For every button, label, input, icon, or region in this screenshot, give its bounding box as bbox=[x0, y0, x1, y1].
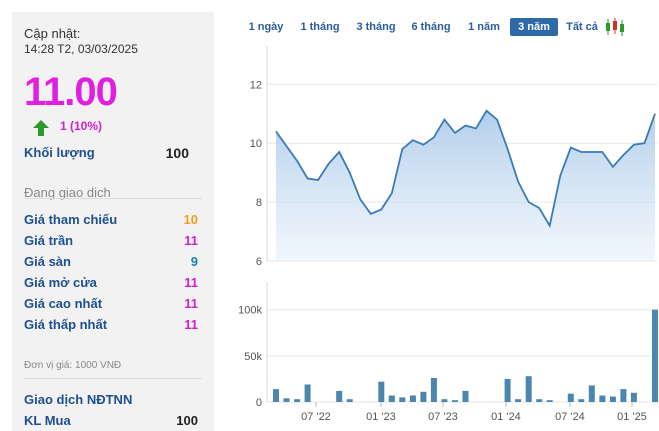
price-row-label: Giá thấp nhất bbox=[24, 317, 108, 332]
x-tick-label: 07 '23 bbox=[428, 411, 458, 423]
volume-bar bbox=[567, 393, 574, 402]
price-tick-label: 6 bbox=[256, 256, 262, 268]
volume-bar bbox=[420, 391, 427, 402]
price-change: 1 (10%) bbox=[60, 119, 103, 133]
volume-bar bbox=[294, 399, 301, 402]
volume-bar bbox=[620, 389, 627, 402]
range-button[interactable]: Tất cả bbox=[566, 21, 598, 33]
foreign-buy-value: 100 bbox=[176, 413, 198, 428]
volume-tick-label: 100k bbox=[238, 305, 262, 317]
volume-bar bbox=[546, 400, 553, 402]
unit-note: Đơn vị giá: 1000 VNĐ bbox=[24, 360, 122, 371]
current-price: 11.00 bbox=[24, 70, 118, 114]
volume-bar bbox=[346, 399, 353, 402]
price-area bbox=[276, 110, 655, 261]
range-button[interactable]: 3 năm bbox=[510, 18, 558, 36]
stock-info-panel: Cập nhật: 14:28 T2, 03/03/2025 11.00 1 (… bbox=[12, 12, 214, 431]
range-button[interactable]: 6 tháng bbox=[411, 21, 451, 33]
price-row-label: Giá tham chiếu bbox=[24, 212, 118, 227]
x-tick-label: 07 '22 bbox=[301, 411, 331, 423]
range-button[interactable]: 1 ngày bbox=[248, 21, 284, 33]
range-button[interactable]: 1 tháng bbox=[300, 21, 340, 33]
updated-time: 14:28 T2, 03/03/2025 bbox=[24, 42, 138, 56]
range-button[interactable]: 3 tháng bbox=[356, 21, 396, 33]
volume-bar bbox=[536, 399, 543, 402]
volume-bar bbox=[388, 395, 395, 402]
price-row-label: Giá sàn bbox=[24, 254, 71, 269]
price-row-label: Giá cao nhất bbox=[24, 296, 103, 311]
volume-bar bbox=[409, 395, 416, 402]
volume-bar bbox=[273, 389, 279, 402]
x-tick-label: 01 '25 bbox=[617, 411, 647, 423]
volume-label: Khối lượng bbox=[24, 145, 95, 160]
arrow-up-icon bbox=[33, 120, 49, 136]
volume-tick-label: 0 bbox=[256, 397, 262, 409]
trading-status: Đang giao dịch bbox=[24, 185, 111, 200]
volume-bar bbox=[336, 390, 343, 402]
price-tick-label: 10 bbox=[250, 138, 262, 150]
volume-bar bbox=[652, 309, 658, 402]
foreign-buy-label: KL Mua bbox=[24, 413, 71, 428]
volume-bar bbox=[504, 378, 511, 402]
volume-bar bbox=[378, 381, 385, 402]
divider bbox=[24, 378, 202, 379]
volume-bar bbox=[304, 384, 311, 402]
volume-bar bbox=[430, 378, 437, 402]
price-row-value: 11 bbox=[184, 317, 198, 332]
volume-bar bbox=[588, 385, 595, 402]
candlestick-icon[interactable] bbox=[604, 16, 626, 38]
updated-label: Cập nhật: bbox=[24, 26, 81, 41]
price-row-label: Giá mở cửa bbox=[24, 275, 97, 290]
price-row-value: 10 bbox=[183, 212, 198, 227]
price-row-value: 11 bbox=[184, 233, 198, 248]
price-row-value: 11 bbox=[184, 296, 198, 311]
volume-bar bbox=[452, 400, 458, 402]
volume-bar bbox=[462, 390, 469, 402]
price-row-value: 9 bbox=[190, 254, 198, 269]
price-row-value: 11 bbox=[184, 275, 198, 290]
price-row-label: Giá trần bbox=[24, 233, 74, 248]
range-button[interactable]: 1 năm bbox=[468, 21, 500, 33]
x-tick-label: 01 '23 bbox=[366, 411, 396, 423]
divider bbox=[24, 198, 202, 199]
volume-bar bbox=[630, 392, 637, 402]
foreign-trading-label: Giao dịch NĐTNN bbox=[24, 392, 133, 407]
price-tick-label: 8 bbox=[256, 197, 262, 209]
volume-bar bbox=[441, 399, 448, 402]
volume-bar bbox=[283, 398, 290, 402]
price-tick-label: 12 bbox=[250, 79, 262, 91]
volume-value: 100 bbox=[165, 145, 189, 161]
x-tick-label: 01 '24 bbox=[491, 411, 521, 423]
volume-bar bbox=[399, 397, 406, 402]
volume-bar bbox=[525, 376, 532, 402]
volume-bar bbox=[599, 395, 606, 402]
volume-bar bbox=[515, 399, 522, 402]
volume-bar bbox=[578, 399, 585, 402]
x-tick-label: 07 '24 bbox=[555, 411, 585, 423]
volume-tick-label: 50k bbox=[244, 351, 262, 363]
volume-bar bbox=[609, 396, 616, 402]
price-line bbox=[275, 109, 656, 229]
